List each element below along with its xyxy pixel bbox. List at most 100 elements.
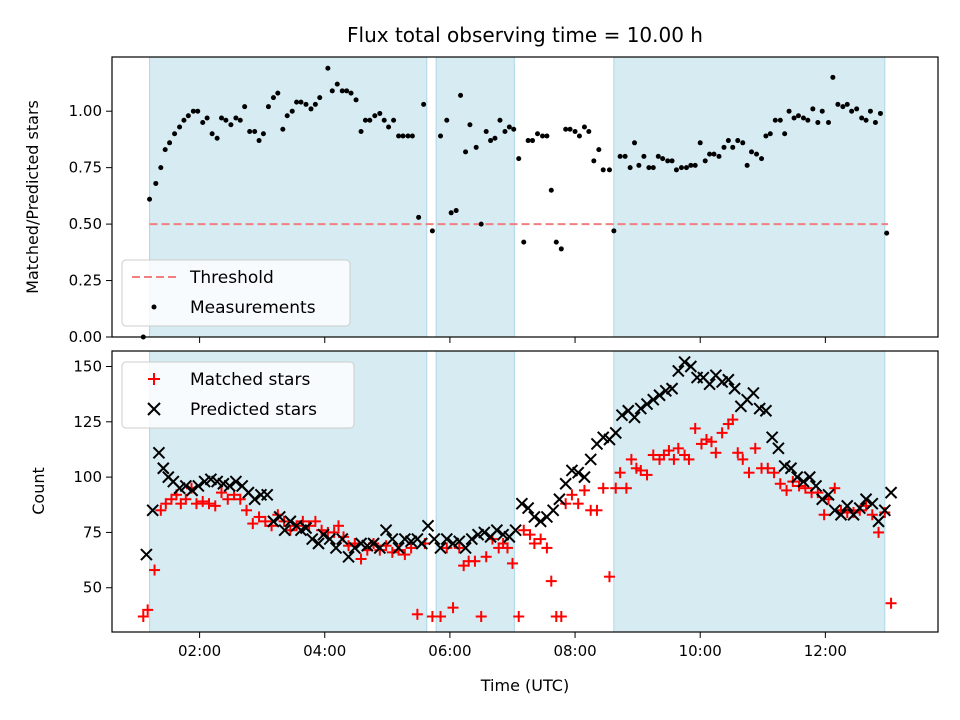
measurement-point <box>711 151 717 157</box>
measurement-point <box>721 144 727 150</box>
measurement-point <box>270 95 276 101</box>
ratio-y-tick-label: 0.75 <box>69 159 102 177</box>
count-legend-box <box>121 361 355 429</box>
ratio-y-tick-label: 0.25 <box>69 272 102 290</box>
measurement-point <box>740 140 746 146</box>
predicted-star-point <box>478 526 491 539</box>
measurement-point <box>688 162 694 168</box>
ratio-shaded-span <box>435 56 515 338</box>
predicted-star-point <box>546 504 560 517</box>
ratio-y-axis-label: Matched/Predicted stars <box>23 100 42 294</box>
matched-star-point <box>647 449 659 461</box>
measurement-point <box>247 129 253 135</box>
matched-star-point <box>216 487 228 499</box>
ratio-legend: Threshold Measurements <box>121 259 351 327</box>
predicted-star-point <box>273 510 286 524</box>
matched-star-point <box>284 524 296 536</box>
predicted-star-point <box>678 355 691 369</box>
measurement-point <box>791 115 797 121</box>
measurement-point <box>280 126 286 132</box>
predicted-star-point <box>515 497 529 510</box>
predicted-star-point <box>853 501 866 515</box>
measurement-point <box>506 124 512 130</box>
predicted-star-point <box>336 532 349 546</box>
predicted-star-point <box>528 510 541 524</box>
measurement-point <box>572 129 578 135</box>
matched-star-point <box>541 542 553 554</box>
measurement-point <box>863 117 869 123</box>
predicted-star-point <box>415 537 428 550</box>
measurement-point <box>558 246 564 252</box>
measurement-point <box>195 108 201 114</box>
measurement-point <box>665 158 671 164</box>
predicted-star-point <box>229 475 243 488</box>
measurement-point <box>158 165 164 171</box>
matched-star-point <box>672 442 684 454</box>
predicted-star-point <box>465 532 479 546</box>
predicted-star-point <box>348 541 362 555</box>
measurement-point <box>228 122 234 128</box>
measurement-point <box>702 158 708 164</box>
measurement-point <box>162 147 168 153</box>
matched-star-point <box>203 498 215 510</box>
matched-star-point <box>386 546 398 558</box>
measurement-point <box>596 147 602 153</box>
measurement-point <box>478 221 484 227</box>
count-y-tick-label: 50 <box>83 579 102 597</box>
measurement-point <box>683 165 689 171</box>
predicted-star-point <box>828 504 841 517</box>
measurement-point <box>716 153 722 159</box>
count-y-tick-label: 125 <box>73 413 102 431</box>
measurement-point <box>673 167 679 173</box>
ratio-shaded-span <box>613 56 886 338</box>
predicted-star-point <box>809 479 823 493</box>
measurement-point <box>502 129 508 135</box>
matched-star-point <box>597 482 609 494</box>
predicted-star-point <box>684 360 698 373</box>
count-y-axis-label: Count <box>29 467 48 515</box>
matched-star-point <box>663 445 675 457</box>
measurement-point <box>867 108 873 114</box>
measurement-point <box>884 230 890 236</box>
measurement-point <box>697 140 703 146</box>
predicted-star-point <box>647 393 660 406</box>
count-shaded-span <box>613 350 886 633</box>
measurement-point <box>400 133 406 139</box>
measurement-point <box>458 92 464 98</box>
predicted-star-point <box>571 466 585 479</box>
matched-star-point <box>535 533 547 545</box>
matched-star-point <box>528 537 540 549</box>
matched-star-point <box>781 484 793 496</box>
matched-star-point <box>873 526 885 538</box>
measurement-point <box>172 131 178 137</box>
predicted-legend-swatch <box>147 402 161 416</box>
matched-star-point <box>234 493 246 505</box>
ratio-legend-box <box>121 259 351 327</box>
predicted-star-point <box>323 532 336 546</box>
measurement-point <box>786 108 792 114</box>
matched-star-point <box>614 467 626 479</box>
measurement-point <box>805 117 811 123</box>
measurement-point <box>810 106 816 112</box>
predicted-star-point <box>784 462 798 475</box>
matched-star-point <box>506 557 518 569</box>
matched-star-point <box>411 608 423 620</box>
measurement-point <box>600 167 606 173</box>
measurement-point <box>312 101 318 107</box>
ratio-plot-frame <box>111 56 939 338</box>
matched-star-point <box>743 467 755 479</box>
predicted-star-point <box>722 373 735 386</box>
matched-star-point <box>848 507 860 519</box>
predicted-star-point <box>665 382 679 395</box>
measurement-point <box>772 117 778 123</box>
x-tick-label: 02:00 <box>178 642 221 660</box>
predicted-star-point <box>534 515 547 528</box>
measurement-point <box>308 106 314 112</box>
measurement-point <box>840 104 846 110</box>
matched-star-point <box>355 553 367 565</box>
matched-star-point <box>879 507 891 519</box>
measurement-point <box>467 122 473 128</box>
matched-legend-label: Matched stars <box>190 370 310 390</box>
measurement-point <box>835 101 841 107</box>
measurement-point <box>353 97 359 103</box>
